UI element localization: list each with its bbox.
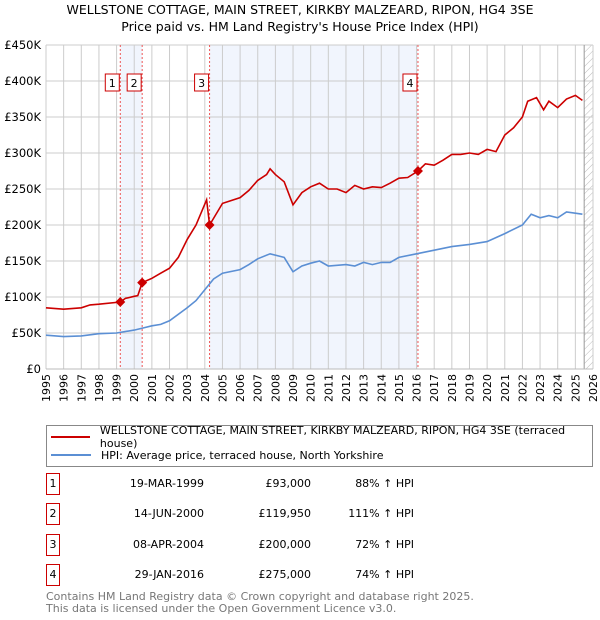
x-tick-label: 2005: [216, 374, 229, 402]
x-tick-label: 2024: [552, 374, 565, 402]
chart-subtitle: Price paid vs. HM Land Registry's House …: [121, 19, 479, 34]
transaction-price: £93,000: [265, 477, 312, 490]
x-tick-label: 2017: [428, 374, 441, 402]
x-tick-label: 2018: [446, 374, 459, 402]
transaction-price: £200,000: [258, 538, 312, 551]
price-chart: 1995 1996 1997 1998 1999 2000 2001 2002 2003 2004…: [4, 38, 600, 402]
transaction-marker: 1: [46, 473, 60, 495]
legend-label: HPI: Average price, terraced house, Nort…: [101, 448, 384, 462]
transaction-hpi: 72% ↑ HPI: [355, 538, 414, 551]
forecast-hatch: [584, 45, 593, 369]
sale-label-box: [402, 73, 418, 92]
transaction-marker: 4: [46, 564, 60, 586]
x-tick-label: 2016: [411, 374, 424, 402]
transaction-date: 29-JAN-2016: [134, 568, 204, 581]
x-tick-label: 1997: [75, 374, 88, 402]
y-tick-label: £300K: [4, 146, 41, 160]
x-tick-label: 2021: [499, 374, 512, 402]
sale-point: [412, 166, 423, 176]
sale-label-box: [104, 73, 120, 92]
x-tick-label: 2023: [534, 374, 547, 402]
sale-label-box: [126, 73, 142, 92]
x-tick-label: 1999: [111, 374, 124, 402]
sale-label: 2: [131, 77, 138, 90]
x-tick-label: 2011: [322, 374, 335, 402]
series-line: [45, 211, 583, 338]
y-tick-label: £50K: [12, 326, 42, 340]
y-tick-label: £450K: [4, 38, 41, 52]
x-tick-label: 2026: [587, 374, 600, 402]
shaded-period: [120, 45, 143, 369]
x-tick-label: 2012: [340, 374, 353, 402]
sale-label: 3: [198, 77, 205, 90]
x-tick-label: 1998: [93, 374, 106, 402]
y-tick-label: £400K: [4, 74, 41, 88]
y-tick-label: £350K: [4, 110, 41, 124]
transaction-hpi: 111% ↑ HPI: [348, 507, 414, 520]
transaction-hpi: 88% ↑ HPI: [355, 477, 414, 490]
transaction-row: 3 08-APR-2004 £200,000 72% ↑ HPI: [46, 534, 446, 556]
x-tick-label: 2015: [393, 374, 406, 402]
sale-label: 4: [406, 77, 413, 90]
footer-line-2: This data is licensed under the Open Gov…: [46, 602, 397, 615]
x-tick-label: 2002: [164, 374, 177, 402]
transaction-date: 14-JUN-2000: [133, 507, 204, 520]
footer-line-1: Contains HM Land Registry data © Crown c…: [46, 590, 474, 603]
shaded-period: [209, 45, 418, 369]
y-tick-label: £150K: [4, 254, 41, 268]
transaction-price: £275,000: [258, 568, 312, 581]
x-tick-label: 2004: [199, 374, 212, 402]
sale-point: [137, 277, 148, 288]
transaction-row: 4 29-JAN-2016 £275,000 74% ↑ HPI: [46, 564, 446, 586]
x-tick-label: 1995: [40, 374, 53, 402]
y-tick-label: £0: [26, 362, 41, 376]
transaction-price: £119,950: [258, 507, 312, 520]
x-tick-label: 2000: [128, 374, 141, 402]
sale-point: [204, 220, 215, 230]
y-tick-label: £200K: [4, 218, 41, 232]
legend: WELLSTONE COTTAGE, MAIN STREET, KIRKBY M…: [46, 424, 593, 467]
legend-label: WELLSTONE COTTAGE, MAIN STREET, KIRKBY M…: [99, 424, 566, 450]
chart-title: WELLSTONE COTTAGE, MAIN STREET, KIRKBY M…: [66, 2, 534, 17]
x-tick-label: 2003: [181, 374, 194, 402]
y-tick-label: £100K: [4, 290, 41, 304]
legend-swatch-blue: [51, 454, 91, 456]
x-tick-label: 2020: [481, 374, 494, 402]
x-tick-label: 2009: [287, 374, 300, 402]
transaction-row: 1 19-MAR-1999 £93,000 88% ↑ HPI: [46, 473, 446, 495]
legend-item-hpi: HPI: Average price, terraced house, Nort…: [51, 447, 383, 463]
transaction-marker: 2: [46, 503, 60, 525]
x-tick-label: 2025: [569, 374, 582, 402]
transaction-row: 2 14-JUN-2000 £119,950 111% ↑ HPI: [46, 503, 446, 525]
transaction-date: 08-APR-2004: [132, 538, 204, 551]
x-tick-label: 2006: [234, 374, 247, 402]
x-tick-label: 2019: [463, 374, 476, 402]
y-tick-label: £250K: [4, 182, 41, 196]
legend-swatch-red: [51, 436, 90, 438]
x-tick-label: 2014: [375, 374, 388, 402]
x-tick-label: 1996: [58, 374, 71, 402]
x-tick-label: 2010: [305, 374, 318, 402]
sale-label: 1: [109, 77, 116, 90]
sale-label-box: [194, 73, 210, 92]
legend-item-property: WELLSTONE COTTAGE, MAIN STREET, KIRKBY M…: [51, 424, 592, 450]
series-line: [45, 94, 583, 311]
transaction-date: 19-MAR-1999: [129, 477, 204, 490]
transaction-marker: 3: [46, 534, 60, 556]
x-tick-label: 2007: [252, 374, 265, 402]
x-tick-label: 2008: [269, 374, 282, 402]
x-tick-label: 2022: [516, 374, 529, 402]
sale-point: [115, 297, 126, 308]
x-tick-label: 2013: [358, 374, 371, 402]
transaction-hpi: 74% ↑ HPI: [355, 568, 414, 581]
x-tick-label: 2001: [146, 374, 159, 402]
